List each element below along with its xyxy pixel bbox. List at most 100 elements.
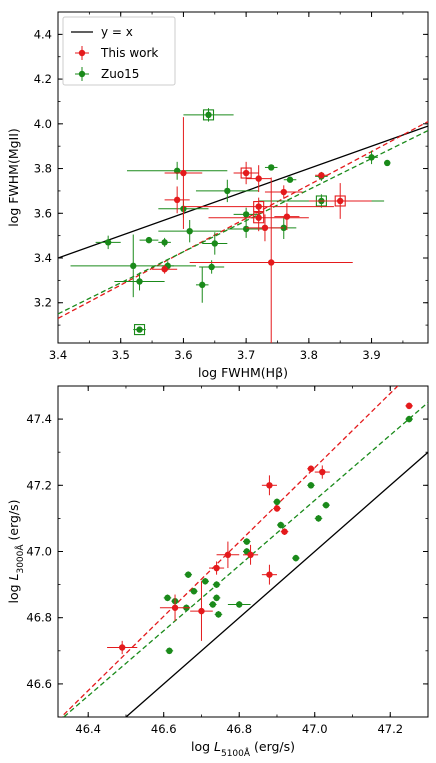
marker xyxy=(242,211,250,218)
zuo15-point xyxy=(273,498,281,506)
this-work-point xyxy=(246,214,284,242)
marker xyxy=(224,551,232,559)
zuo15-point xyxy=(243,538,251,545)
zuo15-point xyxy=(158,237,171,247)
marker xyxy=(261,224,269,232)
y-tick-label: 3.8 xyxy=(34,162,52,176)
zuo15-point xyxy=(365,150,378,165)
zuo15-point xyxy=(158,219,222,243)
fit-this-work-line xyxy=(60,386,399,717)
zuo15-point xyxy=(95,235,121,250)
zuo15-point xyxy=(195,179,259,203)
zuo15-point xyxy=(307,481,315,489)
x-tick-label: 3.7 xyxy=(237,348,255,362)
marker xyxy=(405,402,413,410)
zuo15-point xyxy=(126,161,228,180)
this-work-point xyxy=(273,505,281,512)
legend-label: This work xyxy=(100,46,158,60)
marker xyxy=(286,176,294,183)
legend-marker xyxy=(78,49,86,57)
marker xyxy=(173,196,181,204)
marker xyxy=(283,213,291,220)
legend-entry: Zuo15 xyxy=(75,67,139,81)
y-axis-label: log L3000Å (erg/s) xyxy=(6,499,26,603)
marker xyxy=(318,172,325,179)
marker xyxy=(215,611,222,618)
marker xyxy=(368,154,375,161)
marker xyxy=(322,501,330,509)
zuo15-point xyxy=(209,601,217,608)
zuo15-point xyxy=(139,236,159,244)
mgii-vs-hbeta-panel: 3.4 3.5 3.6 3.7 3.8 3.9 3.2 3.4 3.6 3.8 4.0 4.2 4.4 l… xyxy=(6,11,429,380)
marker xyxy=(224,187,231,195)
zuo15-point xyxy=(322,501,330,509)
marker xyxy=(255,175,262,182)
marker xyxy=(190,588,198,595)
legend-label: Zuo15 xyxy=(101,67,139,81)
marker xyxy=(208,263,215,271)
marker xyxy=(236,601,243,608)
y-tick-label: 3.2 xyxy=(34,296,52,310)
y-tick-label: 4.4 xyxy=(34,27,52,41)
this-work-point xyxy=(261,564,277,585)
marker xyxy=(292,554,300,562)
this-work-point xyxy=(107,640,138,655)
legend-box xyxy=(62,16,176,86)
this-work-point xyxy=(208,204,309,232)
zuo15-point xyxy=(276,521,285,529)
legend-marker xyxy=(78,70,86,78)
zuo15-point xyxy=(133,324,146,336)
zuo15-point xyxy=(405,415,413,423)
this-work-point xyxy=(405,402,413,410)
marker xyxy=(199,281,206,289)
marker xyxy=(337,197,344,205)
marker xyxy=(173,167,181,174)
marker xyxy=(166,647,173,654)
y-tick-label: 46.6 xyxy=(26,677,52,691)
luminosity-panel: 46.4 46.6 46.8 47.0 47.2 46.6 46.8 47.0 47.2 47.4… xyxy=(6,385,429,759)
this-work-point xyxy=(280,528,289,535)
identity-line xyxy=(58,125,428,259)
legend-label: y = x xyxy=(101,25,133,39)
zuo15-point xyxy=(283,176,297,183)
marker xyxy=(104,239,112,246)
this-work-point xyxy=(307,465,315,473)
marker xyxy=(242,225,250,233)
highlight-box xyxy=(253,212,265,224)
this-work-point xyxy=(274,203,300,231)
marker xyxy=(180,169,187,177)
zuo15-point xyxy=(70,234,196,298)
x-tick-label: 3.4 xyxy=(49,348,67,362)
this-work-point xyxy=(152,264,178,274)
x-axis-label: log FWHM(Hβ) xyxy=(198,365,288,380)
marker xyxy=(213,594,220,602)
zuo15-point xyxy=(183,108,234,122)
zuo15-point xyxy=(184,571,193,578)
marker xyxy=(209,601,216,608)
marker xyxy=(268,259,275,266)
marker xyxy=(280,188,287,196)
this-work-point xyxy=(233,161,259,185)
zuo15-point xyxy=(212,581,221,588)
x-axis-label: log L5100Å (erg/s) xyxy=(191,739,295,759)
zuo15-point xyxy=(163,594,172,602)
y-tick-label: 3.4 xyxy=(34,251,52,265)
legend-entry: y = x xyxy=(71,25,133,39)
x-tick-label: 3.8 xyxy=(300,348,318,362)
plot-area xyxy=(60,386,428,717)
legend: y = x This work Zuo15 xyxy=(62,16,176,86)
marker xyxy=(268,164,275,171)
zuo15-point xyxy=(202,232,228,255)
marker xyxy=(118,644,126,651)
marker xyxy=(136,326,143,333)
marker xyxy=(273,505,281,512)
this-work-point xyxy=(190,581,213,641)
this-work-point xyxy=(308,183,372,219)
zuo15-point xyxy=(227,601,251,608)
highlight-box xyxy=(133,324,146,336)
marker xyxy=(307,482,315,489)
y-tick-label: 4.0 xyxy=(34,117,52,131)
y-tick-label: 3.6 xyxy=(34,206,52,220)
y-tick-label: 47.0 xyxy=(26,545,52,559)
